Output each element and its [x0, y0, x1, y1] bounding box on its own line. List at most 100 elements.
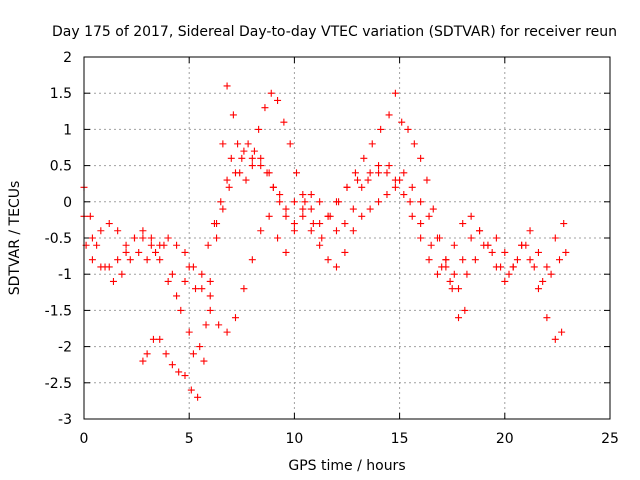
data-point-s1-14	[189, 350, 197, 358]
data-point-s2-25	[293, 169, 301, 177]
data-point-s0-61	[560, 220, 568, 228]
data-point-s3-36	[383, 191, 391, 199]
data-point-s3-5	[122, 248, 130, 256]
x-tick-label-2: 10	[285, 431, 303, 447]
data-point-s1-38	[364, 176, 372, 184]
data-point-s3-37	[391, 183, 399, 191]
data-point-s2-14	[223, 82, 231, 90]
data-point-s3-14	[198, 285, 206, 293]
data-point-s3-47	[476, 227, 484, 235]
data-point-s1-47	[455, 285, 463, 293]
data-points	[80, 82, 570, 401]
data-point-s1-20	[225, 183, 233, 191]
data-point-s2-0	[139, 357, 147, 365]
data-point-s1-5	[118, 270, 126, 278]
x-tick-labels: 0 5 10 15 20 25	[80, 431, 619, 447]
data-point-s3-50	[501, 277, 509, 285]
data-point-s3-52	[518, 241, 526, 249]
data-point-s1-57	[539, 277, 547, 285]
data-point-s1-54	[513, 256, 521, 264]
data-point-s1-19	[219, 205, 227, 213]
y-tick-label-0: -3	[58, 412, 72, 428]
data-point-s2-41	[417, 154, 425, 162]
data-point-s3-18	[231, 314, 239, 322]
data-point-s1-6	[126, 256, 134, 264]
data-point-s3-7	[139, 234, 147, 242]
data-point-s1-7	[135, 248, 143, 256]
data-point-s2-32	[351, 169, 359, 177]
data-point-s1-4	[109, 277, 117, 285]
data-point-s3-48	[484, 241, 492, 249]
data-point-s2-42	[423, 176, 431, 184]
data-point-s1-17	[206, 277, 214, 285]
data-point-s0-42	[400, 191, 408, 199]
data-point-s0-22	[240, 147, 248, 155]
data-point-s3-27	[307, 227, 315, 235]
data-point-s3-33	[358, 212, 366, 220]
data-point-s3-46	[467, 234, 475, 242]
data-point-s3-1	[88, 256, 96, 264]
y-axis-label: SDTVAR / TECUs	[7, 181, 23, 296]
data-point-s3-22	[265, 212, 273, 220]
x-tick-label-5: 25	[601, 431, 619, 447]
data-point-s1-25	[257, 162, 265, 170]
data-point-s2-9	[194, 393, 202, 401]
data-point-s0-57	[526, 227, 534, 235]
data-point-s3-16	[215, 321, 223, 329]
data-point-s1-48	[463, 270, 471, 278]
x-tick-label-4: 20	[496, 431, 514, 447]
data-point-s3-12	[181, 277, 189, 285]
data-point-s2-1	[143, 350, 151, 358]
data-point-s3-2	[97, 263, 105, 271]
y-tick-labels: -3 -2.5 -2 -1.5 -1 -0.5 0 0.5 1 1.5 2	[45, 50, 72, 428]
data-point-s0-3	[105, 220, 113, 228]
data-point-s2-46	[448, 285, 456, 293]
data-point-s3-39	[408, 183, 416, 191]
y-tick-label-10: 2	[63, 50, 72, 66]
data-point-s3-42	[433, 234, 441, 242]
data-point-s0-21	[234, 140, 242, 148]
data-point-s0-14	[192, 285, 200, 293]
data-point-s1-53	[505, 270, 513, 278]
data-point-s0-35	[341, 220, 349, 228]
data-point-s3-24	[282, 248, 290, 256]
data-point-s0-40	[383, 169, 391, 177]
data-point-s3-6	[130, 234, 138, 242]
data-point-s2-28	[318, 234, 326, 242]
data-point-s1-27	[269, 183, 277, 191]
data-point-s0-8	[147, 234, 155, 242]
data-point-s0-18	[217, 198, 225, 206]
data-point-s0-36	[349, 205, 357, 213]
data-point-s0-5	[122, 241, 130, 249]
data-point-s3-28	[316, 241, 324, 249]
data-point-s1-18	[213, 234, 221, 242]
data-point-s1-43	[417, 220, 425, 228]
data-point-s1-13	[185, 328, 193, 336]
data-point-s2-7	[181, 372, 189, 380]
data-point-s1-9	[152, 248, 160, 256]
data-point-s3-57	[558, 328, 566, 336]
data-point-s1-16	[202, 321, 210, 329]
data-point-s3-26	[299, 212, 307, 220]
data-point-s1-58	[547, 270, 555, 278]
data-point-s1-26	[263, 169, 271, 177]
data-point-s2-45	[442, 263, 450, 271]
data-point-s0-4	[114, 227, 122, 235]
series-0	[80, 140, 568, 293]
data-point-s2-5	[168, 361, 176, 369]
data-point-s2-18	[248, 154, 256, 162]
data-point-s3-23	[274, 234, 282, 242]
data-point-s1-2	[93, 241, 101, 249]
data-point-s0-53	[492, 234, 500, 242]
data-point-s0-20	[227, 154, 235, 162]
data-point-s2-35	[377, 125, 385, 133]
data-point-s0-37	[358, 183, 366, 191]
data-point-s3-21	[257, 227, 265, 235]
data-point-s0-43	[408, 212, 416, 220]
data-point-s2-37	[391, 89, 399, 97]
data-point-s2-39	[404, 125, 412, 133]
data-point-s0-28	[282, 212, 290, 220]
data-point-s1-31	[299, 191, 307, 199]
